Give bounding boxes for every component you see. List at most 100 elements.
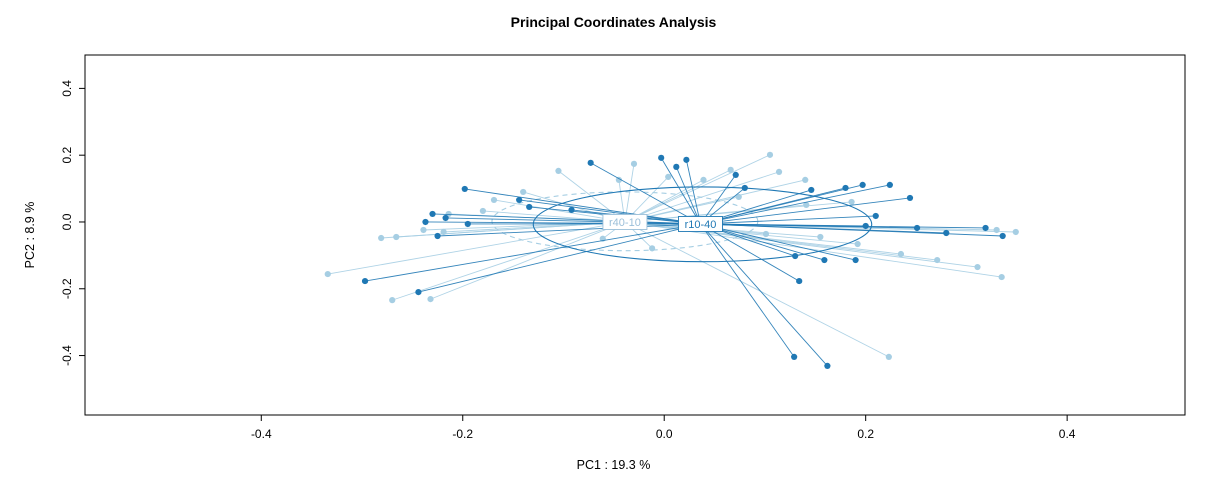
data-point bbox=[490, 196, 498, 204]
data-point bbox=[854, 240, 861, 248]
data-point bbox=[665, 173, 672, 180]
data-point bbox=[824, 362, 831, 370]
data-point bbox=[802, 176, 809, 183]
spider-line bbox=[432, 213, 701, 225]
data-point bbox=[998, 273, 1005, 281]
data-point bbox=[886, 181, 893, 189]
centroid-label-r10-40: r10-40 bbox=[678, 216, 723, 232]
data-point bbox=[852, 256, 859, 264]
data-point bbox=[378, 234, 385, 242]
data-point bbox=[943, 229, 950, 237]
centroid-label-r40-10: r40-10 bbox=[602, 214, 648, 230]
spider-line bbox=[418, 223, 701, 293]
spider-line bbox=[700, 184, 890, 225]
chart-title: Principal Coordinates Analysis bbox=[510, 14, 717, 30]
data-point bbox=[429, 210, 436, 218]
data-point bbox=[913, 224, 921, 232]
data-point bbox=[727, 166, 734, 173]
data-point bbox=[479, 207, 486, 215]
spider-line bbox=[700, 197, 911, 225]
data-point bbox=[817, 233, 824, 241]
spider-line bbox=[430, 221, 626, 300]
data-point bbox=[434, 232, 441, 240]
data-point bbox=[389, 297, 396, 304]
x-tick-label: 0.0 bbox=[656, 427, 673, 441]
x-tick-label: 0.2 bbox=[857, 427, 874, 441]
data-point bbox=[762, 230, 770, 238]
centroid-label-box bbox=[602, 214, 648, 230]
spider-line bbox=[464, 188, 701, 225]
y-tick-label: 0.2 bbox=[60, 147, 74, 164]
centroid-label-text: r40-10 bbox=[609, 217, 641, 229]
spider-line bbox=[624, 171, 780, 223]
data-point bbox=[821, 256, 828, 264]
data-point bbox=[791, 353, 798, 360]
spider-line bbox=[700, 223, 795, 358]
spider-line bbox=[437, 223, 701, 237]
spider-line bbox=[445, 217, 701, 225]
data-point bbox=[848, 198, 855, 206]
centroid-label-box bbox=[678, 216, 723, 232]
data-point bbox=[872, 212, 879, 220]
data-point bbox=[766, 151, 774, 158]
spider-line bbox=[700, 223, 986, 229]
centroid-label-text: r10-40 bbox=[685, 219, 717, 231]
data-point bbox=[1012, 228, 1019, 236]
spider-line bbox=[624, 169, 731, 223]
spider-line bbox=[700, 215, 876, 225]
spider-line bbox=[700, 223, 828, 367]
data-point bbox=[796, 277, 803, 285]
x-tick-label: -0.4 bbox=[251, 427, 272, 441]
y-tick-label: -0.2 bbox=[60, 278, 74, 299]
data-point bbox=[906, 194, 914, 202]
data-point bbox=[897, 250, 905, 258]
data-point bbox=[859, 181, 866, 189]
data-point bbox=[741, 184, 748, 192]
y-tick-label: -0.4 bbox=[60, 345, 74, 366]
data-point bbox=[555, 167, 562, 174]
data-point bbox=[440, 228, 447, 236]
group-r40-10 bbox=[324, 151, 1019, 360]
data-point bbox=[461, 185, 468, 193]
x-tick-label: -0.2 bbox=[452, 427, 473, 441]
data-point bbox=[324, 270, 331, 278]
data-point bbox=[630, 160, 638, 167]
data-point bbox=[427, 296, 434, 303]
data-point bbox=[568, 206, 575, 214]
data-point bbox=[658, 154, 665, 161]
x-tick-label: 0.4 bbox=[1059, 427, 1076, 441]
data-point bbox=[803, 201, 810, 209]
data-point bbox=[700, 176, 707, 183]
spider-line bbox=[700, 174, 737, 225]
spider-line bbox=[700, 223, 800, 282]
spider-line bbox=[624, 221, 890, 358]
group-r10-40 bbox=[361, 154, 1006, 370]
y-tick-label: 0.4 bbox=[60, 80, 74, 97]
spider-line bbox=[675, 166, 701, 225]
data-point bbox=[993, 226, 1000, 234]
data-point bbox=[587, 159, 594, 166]
data-point bbox=[732, 171, 739, 178]
spider-line bbox=[519, 199, 701, 225]
data-point bbox=[982, 224, 989, 232]
data-point bbox=[361, 277, 369, 285]
plot-border bbox=[84, 54, 1186, 416]
spider-line bbox=[624, 154, 771, 223]
data-point bbox=[934, 256, 941, 264]
spider-line bbox=[624, 163, 635, 223]
data-point bbox=[862, 222, 869, 230]
spider-line bbox=[700, 184, 863, 225]
data-point bbox=[415, 289, 422, 296]
data-point bbox=[520, 188, 527, 196]
spider-line bbox=[700, 223, 856, 261]
data-point bbox=[649, 245, 656, 252]
spider-line bbox=[364, 223, 701, 282]
data-point bbox=[792, 252, 799, 260]
spider-line bbox=[685, 159, 701, 225]
spider-line bbox=[590, 162, 701, 225]
data-point bbox=[526, 203, 533, 211]
data-point bbox=[464, 220, 471, 228]
spider-line bbox=[660, 157, 701, 225]
